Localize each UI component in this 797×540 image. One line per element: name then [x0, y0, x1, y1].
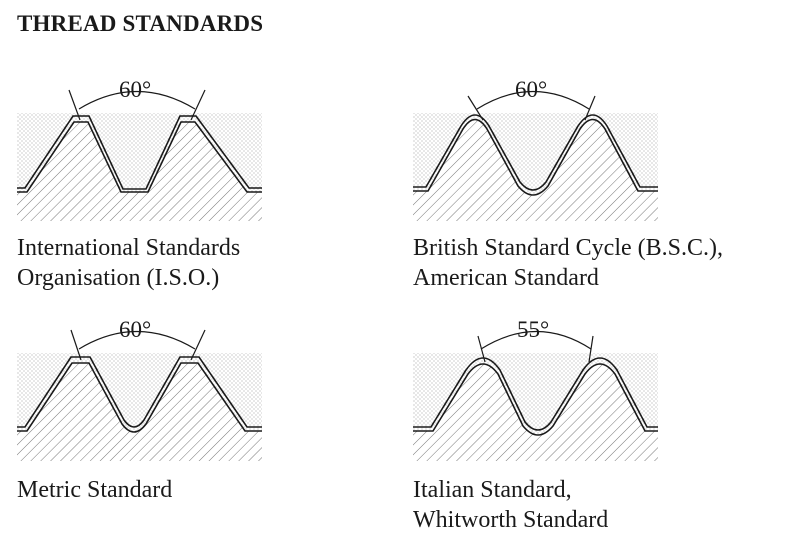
caption-line: Organisation (I.S.O.)	[17, 265, 220, 291]
thread-panel-metric: 60°	[17, 316, 262, 461]
thread-panel-whitworth: 55°	[413, 316, 658, 461]
thread-profile-iso-diagram: 60°	[17, 77, 262, 221]
thread-profile-outline	[17, 362, 262, 433]
caption-line: International Standards	[17, 235, 241, 261]
thread-profile-outline	[17, 121, 262, 193]
angle-label: 55°	[517, 317, 549, 342]
thread-profile-whitworth-diagram: 55°	[413, 317, 658, 461]
caption-line: Metric Standard	[17, 477, 173, 503]
thread-profile-metric-diagram: 60°	[17, 317, 262, 461]
caption-line: Italian Standard,	[413, 477, 572, 503]
caption-bsc: British Standard Cycle (B.S.C.), America…	[413, 233, 723, 293]
caption-line: American Standard	[413, 265, 599, 291]
angle-arc	[78, 330, 196, 350]
angle-arc	[476, 90, 590, 110]
thread-profile-outline	[413, 363, 658, 436]
thread-profile-outline	[413, 118, 658, 196]
angle-label: 60°	[119, 77, 151, 102]
angle-arc	[78, 90, 196, 110]
caption-iso: International Standards Organisation (I.…	[17, 233, 240, 293]
caption-whitworth: Italian Standard, Whitworth Standard	[413, 475, 608, 535]
angle-label: 60°	[119, 317, 151, 342]
caption-line: British Standard Cycle (B.S.C.),	[413, 235, 723, 261]
thread-panel-bsc: 60°	[413, 76, 658, 221]
caption-line: Whitworth Standard	[413, 507, 609, 533]
angle-label: 60°	[515, 77, 547, 102]
thread-panel-iso: 60°	[17, 76, 262, 221]
thread-profile-bsc-diagram: 60°	[413, 77, 658, 221]
angle-arc	[480, 330, 592, 350]
page-title: THREAD STANDARDS	[17, 11, 264, 36]
caption-metric: Metric Standard	[17, 475, 172, 505]
